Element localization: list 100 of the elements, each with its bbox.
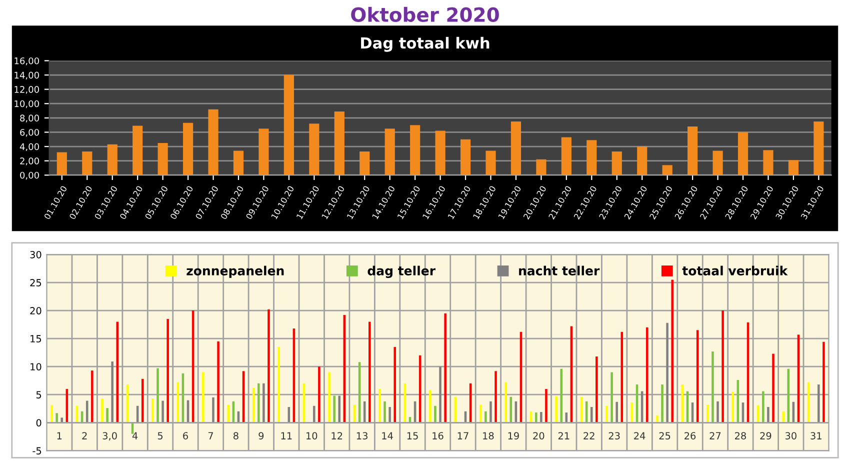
bar [763,150,774,176]
bar [646,327,648,423]
x-tick-label: 10 [306,432,318,440]
bar [182,122,194,176]
chart-title: Oktober 2020 [351,6,499,22]
bar [388,406,391,423]
bar [318,366,320,423]
bar [822,342,825,423]
bar [333,396,336,423]
y-tick-label: 30 [30,250,42,258]
x-tick-label: 19 [508,432,519,440]
bar [394,346,396,423]
bar [439,366,442,423]
bar [429,390,432,423]
bar [208,109,218,176]
x-tick-label: 11 [281,432,292,440]
bar [435,130,446,176]
bar [166,318,169,423]
bar [738,132,748,176]
x-tick-label: 7 [208,432,213,440]
bar [202,372,204,423]
x-tick-label: 31 [810,432,822,440]
bar [107,144,118,176]
bar [782,411,784,423]
bar [82,152,92,176]
bar [662,165,672,176]
bar [101,398,104,423]
bar [722,310,724,423]
bar [540,412,542,423]
x-tick-label: 28 [734,432,746,440]
bar [410,125,420,176]
x-tick-label: 20 [533,432,544,440]
bar [384,128,395,176]
bar [756,405,760,423]
y-tick-label: 5 [36,391,42,398]
bar [612,152,622,176]
bar [788,160,799,176]
bar [586,140,597,176]
bar [258,383,260,423]
bar [378,389,381,423]
bar [712,351,714,423]
bar [555,396,558,423]
x-tick-label: 16 [432,432,444,440]
x-tick-label: 25 [659,432,670,440]
y-tick-label: 10,00 [14,100,39,108]
bar [309,124,320,176]
bar [637,146,648,176]
y-tick-label: 0 [36,419,42,426]
bar [217,341,220,423]
x-tick-label: 5 [158,432,163,440]
bar [233,150,244,176]
bar [818,384,820,423]
y-tick-label: 0,00 [20,172,39,180]
bar [504,382,507,423]
x-tick-label: 23 [608,432,620,440]
bar [162,400,164,423]
x-tick-label: 22 [584,432,594,440]
bar [284,75,294,176]
bar [434,406,436,423]
bar [606,406,608,423]
bar [50,405,53,423]
bar [490,401,492,423]
x-tick-label: 2 [82,432,87,440]
bar [158,142,168,176]
bar [545,389,548,423]
legend-label: nacht teller [519,266,600,276]
bar [212,397,214,423]
x-tick-label: 24 [634,432,646,440]
x-tick-label: 12 [332,432,342,440]
bar [590,406,593,423]
bar [262,383,265,423]
x-tick-label: 15 [407,432,418,440]
y-tick-label: 4,00 [20,143,39,151]
x-tick-label: 27 [710,432,721,440]
x-tick-label: 26 [684,432,696,440]
bar [116,322,119,423]
bar [328,372,330,423]
legend-label: totaal verbruik [682,266,788,276]
bar [536,159,546,176]
bar [460,139,471,176]
bar [156,368,159,423]
legend-label: dag teller [368,266,436,278]
y-tick-label: 6,00 [20,128,39,137]
bar [772,354,774,423]
legend-label: zonnepanelen [186,266,284,278]
y-tick-label: 25 [30,279,42,286]
y-tick-label: 2,00 [20,158,39,166]
bar [716,401,719,423]
bar [706,404,709,423]
bar [132,126,143,176]
x-tick-label: 30 [785,432,796,440]
bar [688,126,698,176]
bar [334,111,344,176]
bar [712,150,723,176]
bar [534,412,538,423]
bar [484,411,487,423]
bar [111,362,114,423]
bar [56,152,67,176]
x-tick-label: 17 [458,432,468,440]
bar [227,404,230,423]
